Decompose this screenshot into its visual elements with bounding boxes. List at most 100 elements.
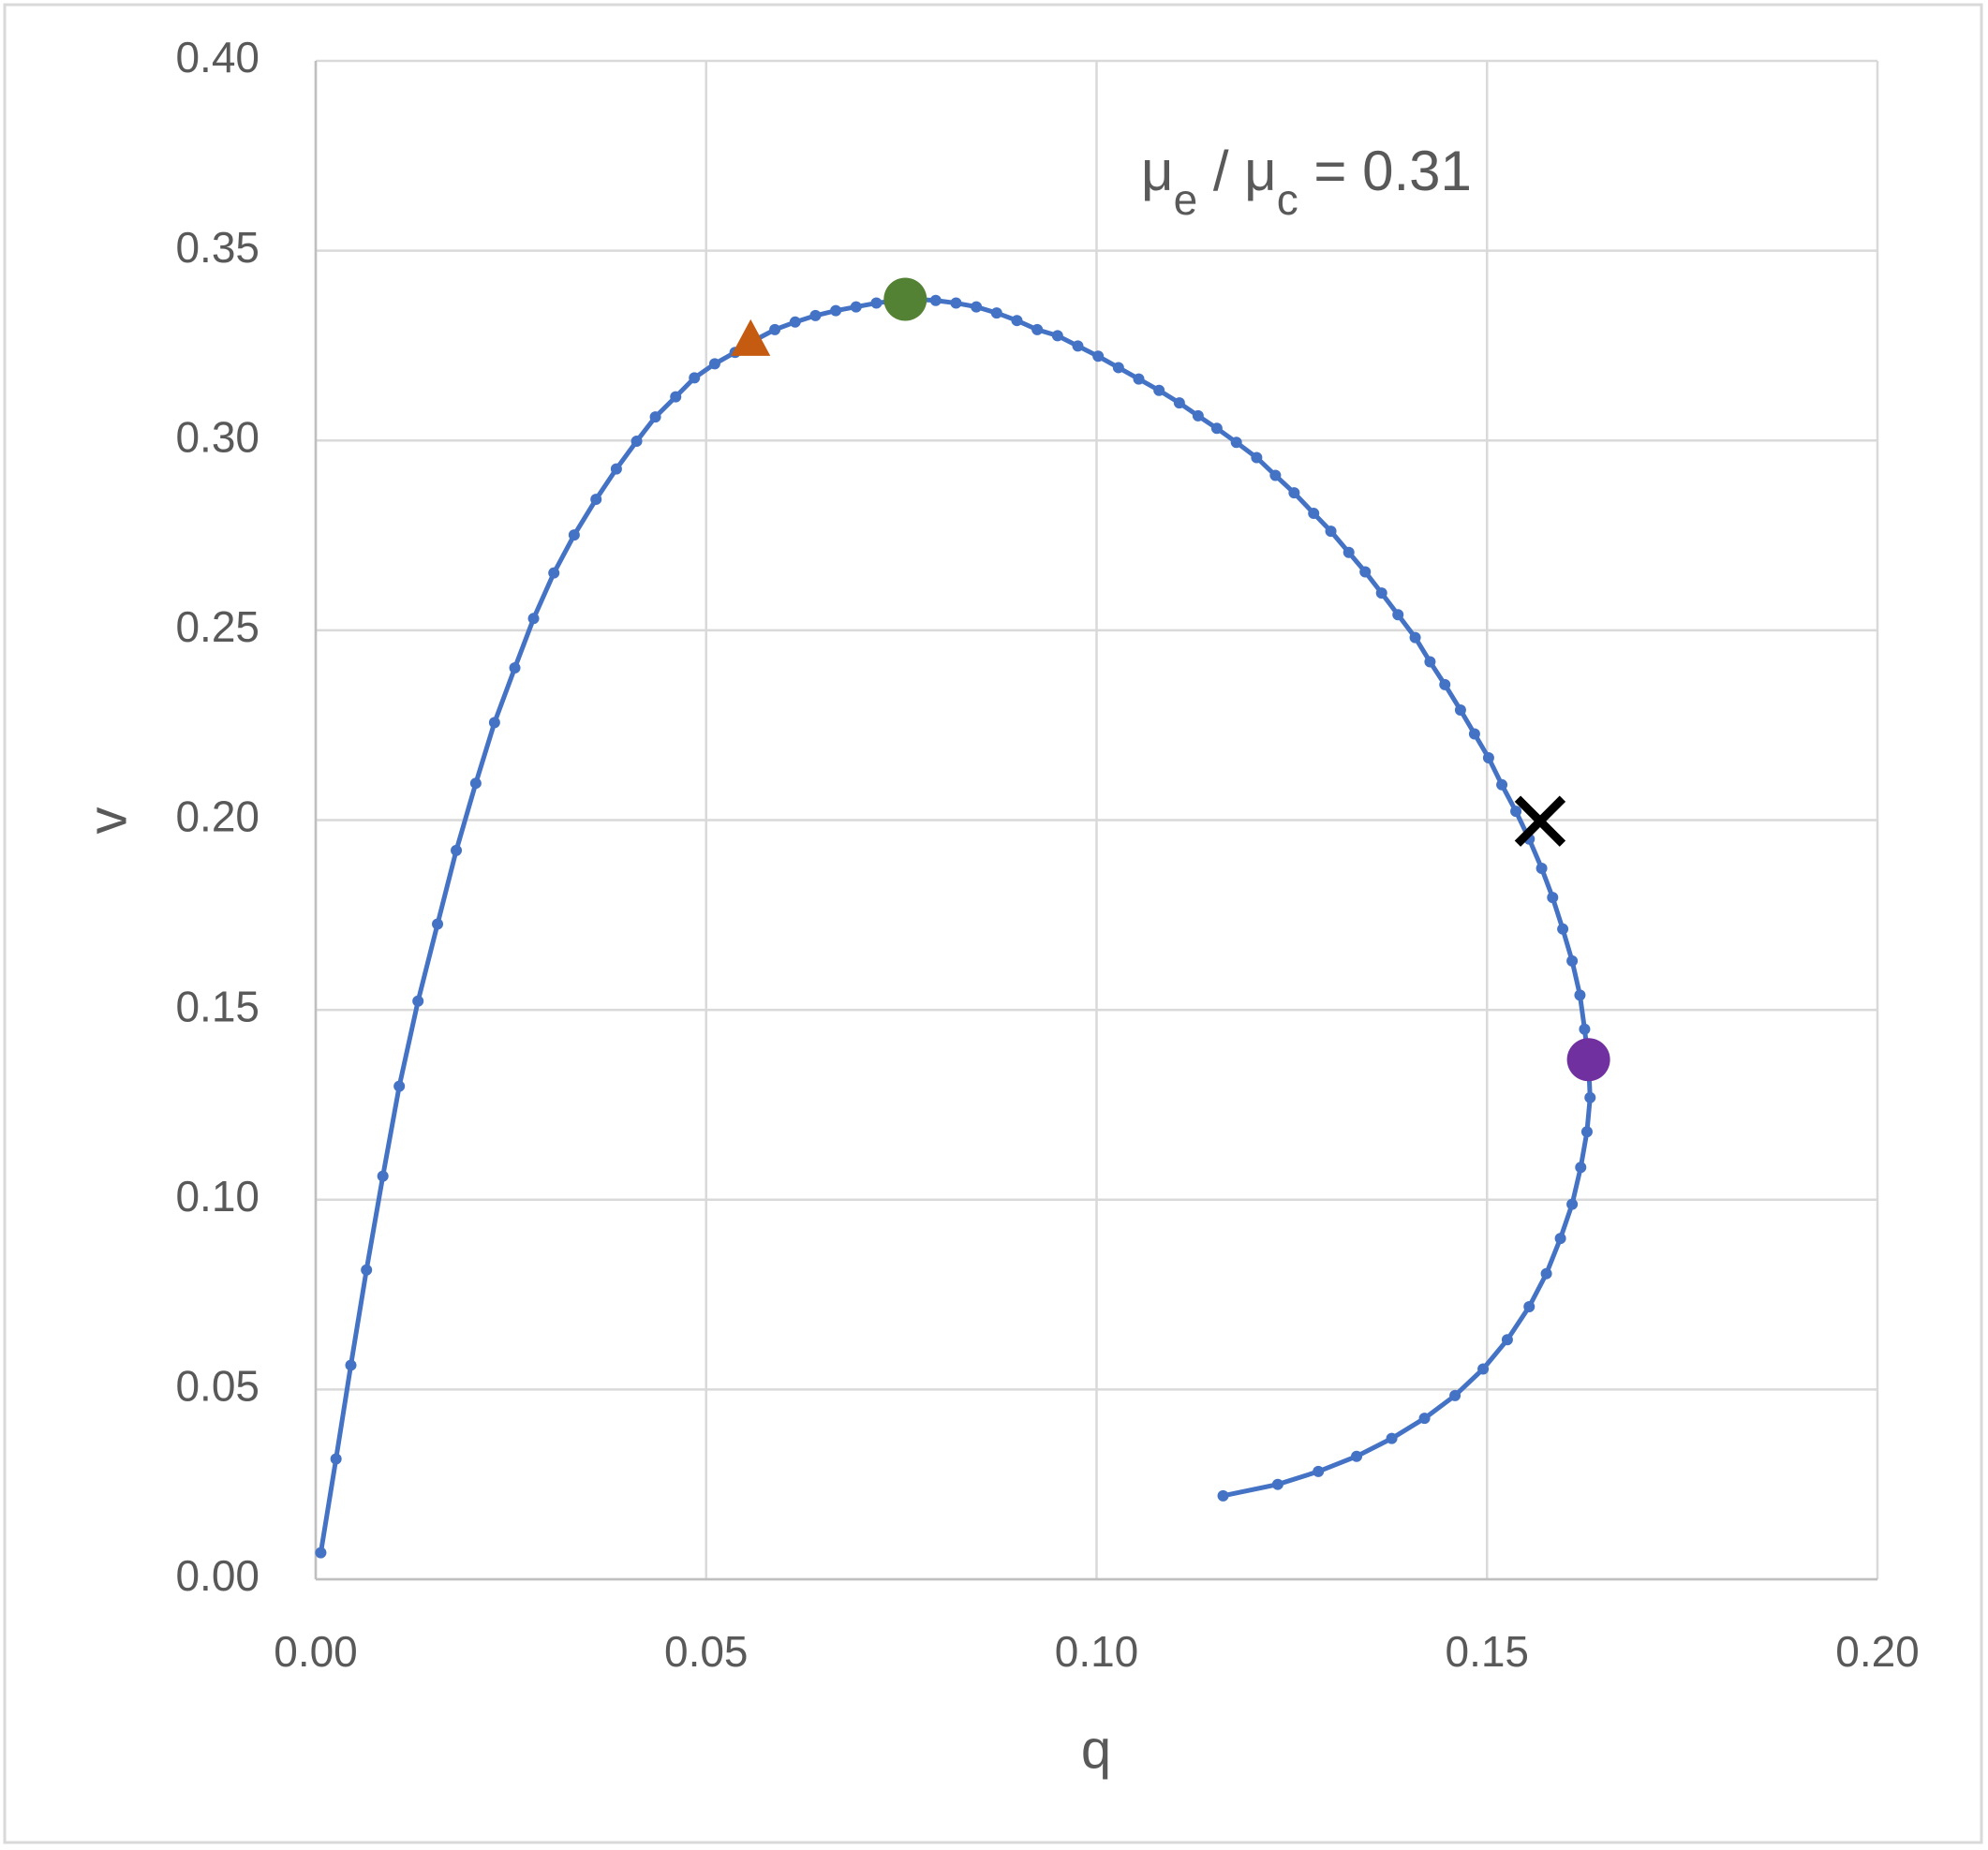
x-tick-label: 0.05 bbox=[664, 1627, 749, 1676]
point bbox=[1269, 469, 1282, 481]
point bbox=[1584, 1091, 1596, 1103]
point bbox=[1575, 1162, 1587, 1174]
point bbox=[1359, 566, 1372, 578]
point bbox=[1375, 587, 1387, 599]
annotation: μe / μc = 0.31 bbox=[1141, 140, 1472, 224]
point bbox=[950, 297, 962, 309]
point bbox=[1547, 892, 1559, 904]
point bbox=[1173, 397, 1185, 409]
point bbox=[789, 316, 801, 328]
point bbox=[1343, 546, 1355, 558]
point bbox=[1308, 508, 1320, 520]
point bbox=[1424, 656, 1436, 668]
point bbox=[1418, 1413, 1431, 1425]
point bbox=[1579, 1023, 1591, 1035]
point bbox=[631, 436, 643, 448]
point bbox=[1574, 989, 1586, 1001]
point bbox=[1514, 795, 1566, 847]
point bbox=[361, 1264, 373, 1276]
point bbox=[1392, 609, 1404, 621]
x-tick-label: 0.10 bbox=[1055, 1627, 1139, 1676]
annotation-part: e bbox=[1174, 175, 1198, 224]
point bbox=[670, 391, 682, 403]
point bbox=[1454, 703, 1466, 716]
point bbox=[1566, 1038, 1610, 1082]
point bbox=[1439, 678, 1451, 690]
y-tick-label: 0.20 bbox=[175, 792, 260, 841]
point bbox=[850, 301, 862, 313]
point bbox=[1230, 437, 1242, 449]
point bbox=[377, 1170, 389, 1182]
point bbox=[1501, 1334, 1513, 1346]
point bbox=[1072, 340, 1084, 352]
point bbox=[1482, 752, 1494, 764]
point bbox=[929, 294, 942, 306]
point bbox=[509, 661, 521, 673]
point bbox=[1351, 1450, 1363, 1462]
point bbox=[1566, 1198, 1579, 1210]
y-tick-label: 0.25 bbox=[175, 602, 260, 651]
point bbox=[971, 301, 983, 313]
y-axis-title: v bbox=[77, 807, 138, 835]
y-tick-label: 0.30 bbox=[175, 412, 260, 461]
annotation-part: / μ bbox=[1197, 140, 1277, 202]
point bbox=[830, 304, 842, 317]
point bbox=[1271, 1478, 1283, 1490]
y-tick-label: 0.35 bbox=[175, 223, 260, 272]
point bbox=[1112, 362, 1124, 374]
point bbox=[1133, 373, 1145, 385]
point bbox=[769, 323, 781, 335]
annotation-part: = 0.31 bbox=[1298, 140, 1472, 202]
point bbox=[1313, 1465, 1325, 1477]
point bbox=[488, 717, 500, 729]
point bbox=[1210, 422, 1223, 435]
annotation-part: c bbox=[1277, 175, 1298, 224]
point bbox=[1386, 1432, 1398, 1444]
point bbox=[708, 358, 720, 370]
point bbox=[1092, 350, 1105, 363]
point bbox=[809, 309, 822, 321]
point bbox=[990, 307, 1002, 319]
point bbox=[1409, 631, 1421, 644]
annotation-part: μ bbox=[1141, 140, 1174, 202]
point bbox=[1496, 778, 1508, 791]
point bbox=[731, 318, 771, 356]
point bbox=[1288, 487, 1300, 499]
point bbox=[469, 777, 482, 790]
point bbox=[590, 494, 602, 506]
point bbox=[1153, 384, 1165, 396]
y-tick-label: 0.40 bbox=[175, 33, 260, 81]
point bbox=[1523, 1301, 1536, 1313]
y-tick-label: 0.10 bbox=[175, 1172, 260, 1221]
point bbox=[1557, 923, 1569, 935]
point bbox=[1554, 1233, 1566, 1245]
x-tick-label: 0.15 bbox=[1445, 1627, 1529, 1676]
point bbox=[1051, 330, 1063, 342]
point bbox=[345, 1359, 357, 1371]
point bbox=[451, 844, 463, 856]
point bbox=[548, 567, 560, 579]
point bbox=[689, 372, 701, 384]
x-tick-label: 0.20 bbox=[1835, 1627, 1920, 1676]
point bbox=[649, 411, 661, 423]
point bbox=[1217, 1489, 1229, 1502]
point bbox=[1251, 451, 1263, 464]
point bbox=[610, 463, 622, 475]
point bbox=[393, 1080, 406, 1092]
point bbox=[1468, 728, 1480, 740]
y-tick-label: 0.00 bbox=[175, 1551, 260, 1600]
point bbox=[432, 918, 444, 930]
point bbox=[883, 277, 927, 321]
point bbox=[568, 529, 580, 541]
point bbox=[1580, 1126, 1593, 1138]
point bbox=[1540, 1267, 1552, 1280]
point bbox=[1536, 862, 1548, 874]
chart-border bbox=[3, 3, 1983, 1844]
point bbox=[1031, 323, 1044, 335]
x-axis-title: q bbox=[1081, 1719, 1111, 1780]
point bbox=[1510, 806, 1522, 818]
y-tick-label: 0.15 bbox=[175, 982, 260, 1030]
point bbox=[412, 995, 424, 1007]
point bbox=[870, 297, 883, 309]
